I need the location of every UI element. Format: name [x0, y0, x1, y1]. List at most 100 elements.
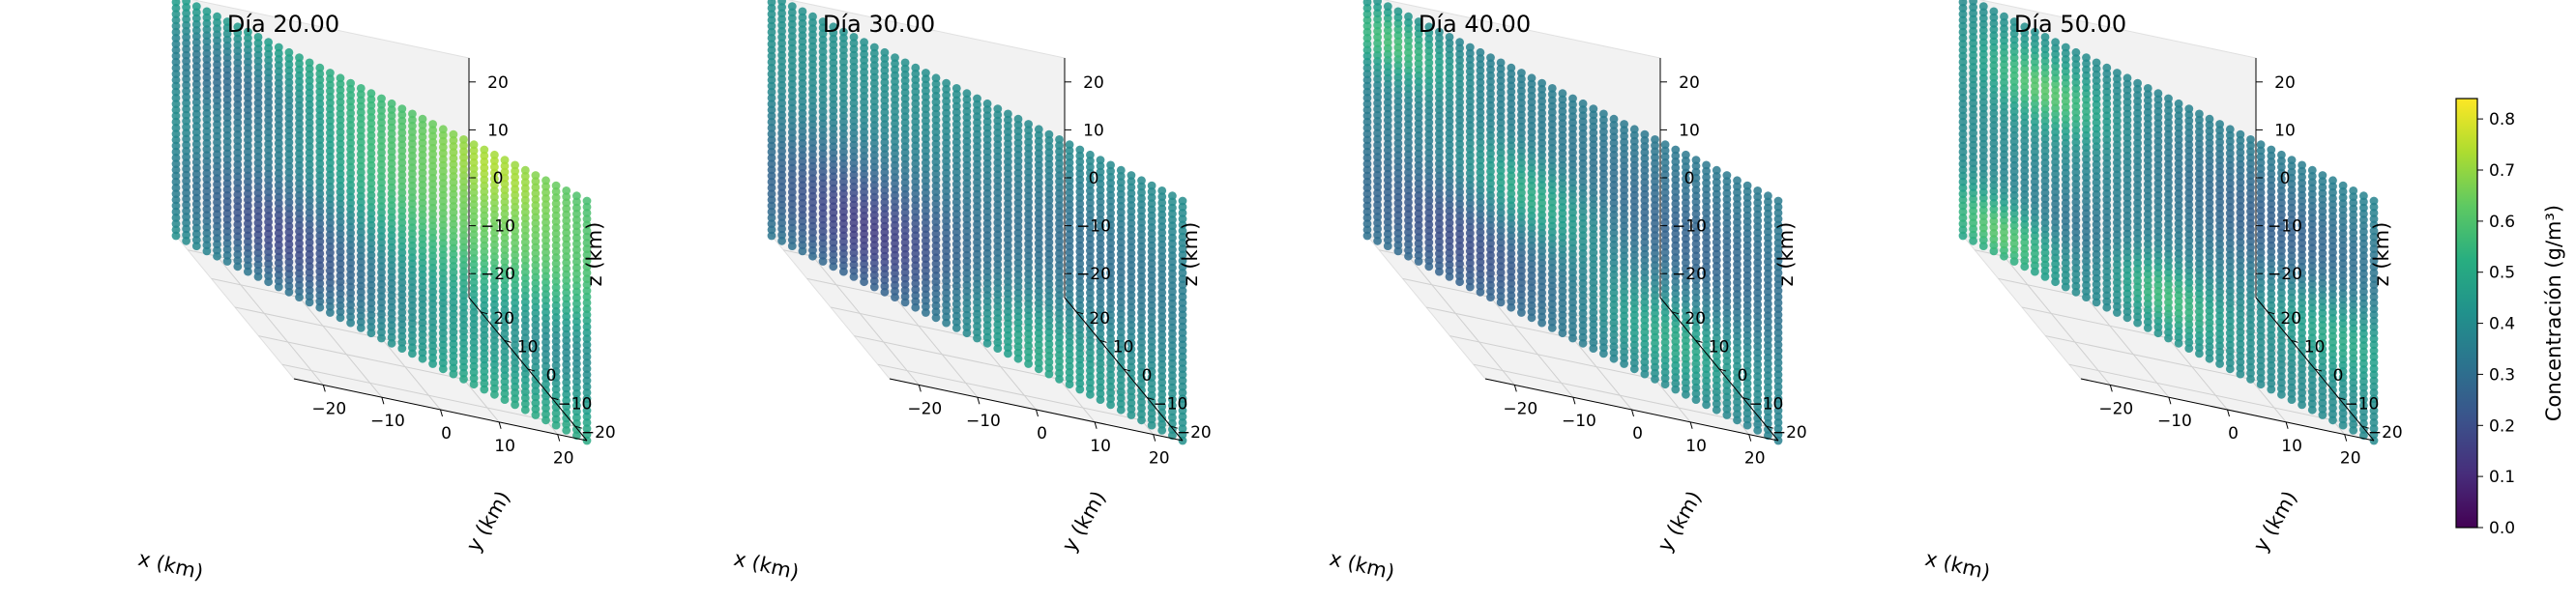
data-point — [222, 149, 232, 158]
data-point — [305, 136, 314, 145]
data-point — [191, 2, 201, 11]
data-point — [315, 213, 325, 222]
data-point — [397, 260, 407, 270]
data-point — [542, 176, 550, 186]
data-point — [315, 249, 325, 258]
data-point — [397, 301, 407, 311]
data-point — [346, 162, 355, 172]
data-point — [244, 165, 252, 175]
data-point — [202, 132, 212, 142]
x-tick — [381, 397, 385, 405]
data-point — [213, 221, 221, 231]
data-point — [356, 294, 366, 302]
data-point — [326, 200, 335, 210]
data-point — [326, 110, 335, 120]
data-point — [336, 247, 345, 256]
data-point — [387, 105, 396, 114]
data-point — [1486, 53, 1495, 62]
data-point — [264, 212, 273, 220]
data-point — [1055, 135, 1064, 144]
z-tick-label: −10 — [1076, 217, 1111, 237]
data-point — [222, 190, 232, 200]
data-point — [397, 170, 407, 180]
data-point — [253, 44, 263, 54]
data-point — [356, 180, 366, 189]
data-point — [315, 100, 325, 108]
data-point — [264, 139, 273, 149]
data-point — [244, 111, 252, 121]
data-point — [336, 133, 345, 143]
data-point — [202, 127, 212, 136]
data-point — [326, 206, 335, 215]
data-point — [387, 321, 396, 330]
data-point — [182, 33, 191, 42]
data-point — [326, 188, 335, 197]
data-point — [253, 200, 263, 210]
data-point — [377, 94, 386, 103]
data-point — [408, 313, 417, 323]
data-point — [387, 171, 396, 181]
data-point — [397, 134, 407, 144]
data-point — [182, 26, 191, 36]
data-point — [305, 58, 314, 68]
data-point — [253, 93, 263, 101]
data-point — [1620, 120, 1628, 129]
data-point — [356, 221, 366, 231]
data-point — [377, 112, 386, 121]
data-point — [336, 128, 345, 137]
data-point — [264, 242, 273, 250]
data-point — [253, 122, 263, 131]
data-point — [336, 235, 345, 244]
data-point — [182, 213, 191, 221]
data-point — [315, 159, 325, 168]
data-point — [326, 92, 335, 101]
data-point — [438, 125, 448, 134]
data-point — [408, 330, 417, 340]
data-point — [326, 170, 335, 180]
data-point — [346, 258, 355, 268]
data-point — [213, 198, 221, 207]
data-point — [233, 166, 243, 176]
data-point — [377, 118, 386, 128]
data-point — [264, 193, 273, 203]
data-point — [274, 48, 283, 58]
data-point — [253, 243, 263, 251]
data-point — [346, 168, 355, 178]
data-point — [305, 94, 314, 103]
data-point — [326, 236, 335, 245]
data-point — [305, 148, 314, 157]
data-point — [305, 76, 314, 85]
data-point — [244, 63, 252, 72]
data-point — [326, 69, 335, 77]
data-point — [377, 303, 386, 313]
data-point — [315, 171, 325, 181]
data-point — [171, 207, 181, 216]
data-point — [346, 312, 355, 322]
data-point — [397, 320, 407, 329]
data-point — [315, 291, 325, 300]
data-point — [233, 34, 243, 43]
x-tick-label: −20 — [907, 399, 942, 418]
data-point — [213, 204, 221, 214]
data-point — [171, 57, 181, 67]
data-point — [305, 238, 314, 247]
data-point — [418, 114, 427, 124]
data-point — [295, 100, 304, 110]
data-point — [264, 157, 273, 167]
data-point — [295, 113, 304, 122]
data-point — [326, 230, 335, 240]
data-point — [233, 142, 243, 152]
data-point — [182, 69, 191, 78]
data-point — [264, 103, 273, 113]
data-point — [377, 136, 386, 145]
data-point — [408, 223, 417, 233]
data-point — [366, 250, 376, 260]
data-point — [171, 45, 181, 55]
data-point — [315, 81, 325, 91]
data-point — [284, 287, 294, 297]
x-tick-label: 10 — [1090, 437, 1111, 456]
data-point — [182, 224, 191, 234]
data-point — [253, 260, 263, 270]
